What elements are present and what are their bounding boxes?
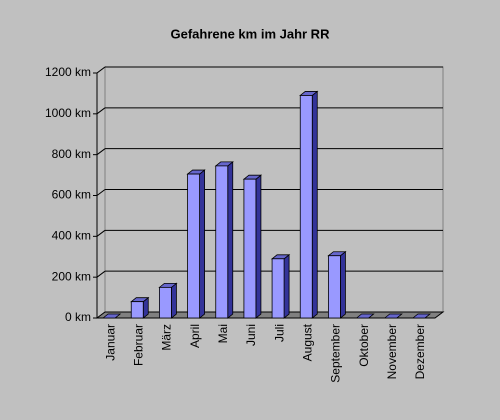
bar-side (171, 282, 177, 319)
bar-top (383, 313, 403, 319)
x-tick-label: September (329, 324, 343, 383)
grid-line-side (96, 107, 106, 115)
bar (187, 173, 200, 319)
x-tick-label: November (385, 324, 399, 379)
x-tick-label: April (188, 324, 202, 348)
bar-top (411, 313, 432, 319)
bar-side (311, 90, 318, 319)
floor (95, 311, 445, 319)
grid-line-side (96, 229, 106, 237)
grid-line-side (96, 66, 106, 74)
y-tick-label: 800 km (52, 147, 91, 161)
bar-top (101, 313, 122, 319)
x-tick-label: Mai (216, 324, 230, 343)
bar-top (355, 313, 375, 319)
chart-title: Gefahrene km im Jahr RR (171, 26, 331, 41)
bar (271, 258, 285, 319)
x-tick-label: Februar (131, 324, 145, 366)
bar-side (199, 169, 205, 319)
bar-side (340, 250, 346, 319)
y-tick-label: 600 km (52, 188, 91, 202)
bar-side (227, 161, 234, 319)
bar (243, 178, 257, 319)
x-tick-label: August (300, 323, 314, 361)
x-tick-label: März (160, 324, 174, 351)
bar-side (255, 174, 262, 319)
y-tick-label: 1000 km (45, 106, 91, 120)
bar (130, 301, 144, 319)
grid-line-side (96, 270, 106, 278)
bar-side (283, 253, 290, 319)
x-tick-label: Oktober (357, 324, 371, 367)
grid-line-side (96, 189, 106, 196)
x-tick-label: Juni (244, 324, 258, 346)
y-tick-label: 400 km (52, 229, 91, 243)
x-tick-label: Juli (272, 324, 286, 342)
x-tick-label: Dezember (413, 324, 427, 379)
bar (299, 95, 313, 319)
y-tick-label: 1200 km (45, 65, 91, 79)
bar (159, 286, 172, 319)
y-tick-label: 0 km (65, 310, 91, 324)
x-tick-label: Januar (103, 324, 117, 361)
grid-line-side (96, 148, 106, 156)
bar (328, 255, 341, 319)
y-tick-label: 200 km (52, 269, 91, 283)
bar (215, 165, 229, 319)
